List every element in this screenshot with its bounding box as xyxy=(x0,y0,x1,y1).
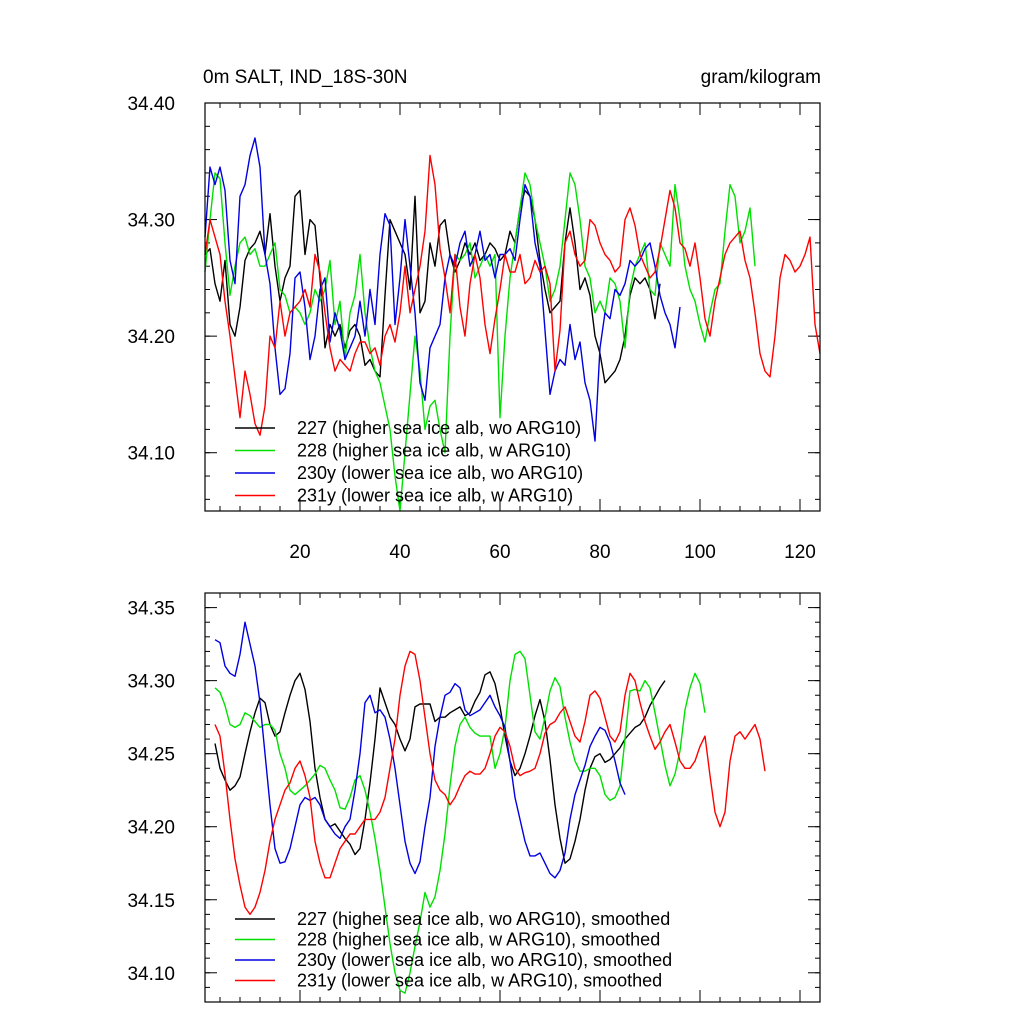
y-tick-label: 34.20 xyxy=(127,327,175,348)
series-line-1 xyxy=(214,650,706,994)
legend-label-0: 227 (higher sea ice alb, wo ARG10), smoo… xyxy=(297,909,670,929)
legend-label-3: 231y (lower sea ice alb, w ARG10) xyxy=(297,486,573,506)
bottom-panel: 34.10 34.15 34.20 34.25 34.30 34.35 227 (high… xyxy=(127,592,821,1003)
y-tick-label: 34.40 xyxy=(127,94,175,115)
y-tick-label: 34.35 xyxy=(127,599,175,620)
top-panel-series xyxy=(204,137,821,512)
series-line-3 xyxy=(214,650,766,916)
top-panel-frame xyxy=(204,102,821,512)
legend-label-1: 228 (higher sea ice alb, w ARG10) xyxy=(297,441,571,461)
bottom-panel-frame xyxy=(204,592,821,1003)
x-tick-label: 20 xyxy=(289,542,310,563)
x-tick-label: 60 xyxy=(489,542,510,563)
bottom-panel-y-ticks: 34.10 34.15 34.20 34.25 34.30 34.35 xyxy=(127,592,820,1003)
x-tick-label: 120 xyxy=(784,542,816,563)
series-line-0 xyxy=(204,189,661,384)
series-line-3 xyxy=(204,154,821,436)
y-tick-label: 34.30 xyxy=(127,211,175,232)
top-panel-title: 0m SALT, IND_18S-30N xyxy=(203,67,408,88)
legend-label-2: 230y (lower sea ice alb, wo ARG10), smoo… xyxy=(297,950,672,970)
x-tick-label: 80 xyxy=(589,542,610,563)
legend-label-3: 231y (lower sea ice alb, w ARG10), smoot… xyxy=(297,971,662,991)
top-panel-x-ticks: 20 40 60 80 100 120 xyxy=(219,103,821,563)
y-tick-label: 34.10 xyxy=(127,964,175,985)
y-tick-label: 34.20 xyxy=(127,818,175,839)
series-line-2 xyxy=(214,621,626,879)
bottom-panel-series xyxy=(214,621,766,994)
x-tick-label: 40 xyxy=(389,542,410,563)
top-panel: 0m SALT, IND_18S-30N gram/kilogram 34.10… xyxy=(127,67,821,563)
legend-label-2: 230y (lower sea ice alb, wo ARG10) xyxy=(297,463,583,483)
legend-label-1: 228 (higher sea ice alb, w ARG10), smoot… xyxy=(297,930,660,950)
top-panel-units: gram/kilogram xyxy=(701,67,821,88)
legend-label-0: 227 (higher sea ice alb, wo ARG10) xyxy=(297,418,581,438)
x-tick-label: 100 xyxy=(684,542,716,563)
bottom-panel-x-ticks xyxy=(219,593,821,1002)
top-panel-y-ticks: 34.10 34.20 34.30 34.40 xyxy=(127,94,820,500)
series-line-2 xyxy=(204,137,681,442)
y-tick-label: 34.10 xyxy=(127,444,175,465)
y-tick-label: 34.30 xyxy=(127,672,175,693)
top-panel-legend: 227 (higher sea ice alb, wo ARG10) 228 (h… xyxy=(235,418,583,506)
series-line-1 xyxy=(204,172,756,512)
y-tick-label: 34.15 xyxy=(127,891,175,912)
y-tick-label: 34.25 xyxy=(127,745,175,766)
bottom-panel-legend: 227 (higher sea ice alb, wo ARG10), smoo… xyxy=(235,909,672,991)
